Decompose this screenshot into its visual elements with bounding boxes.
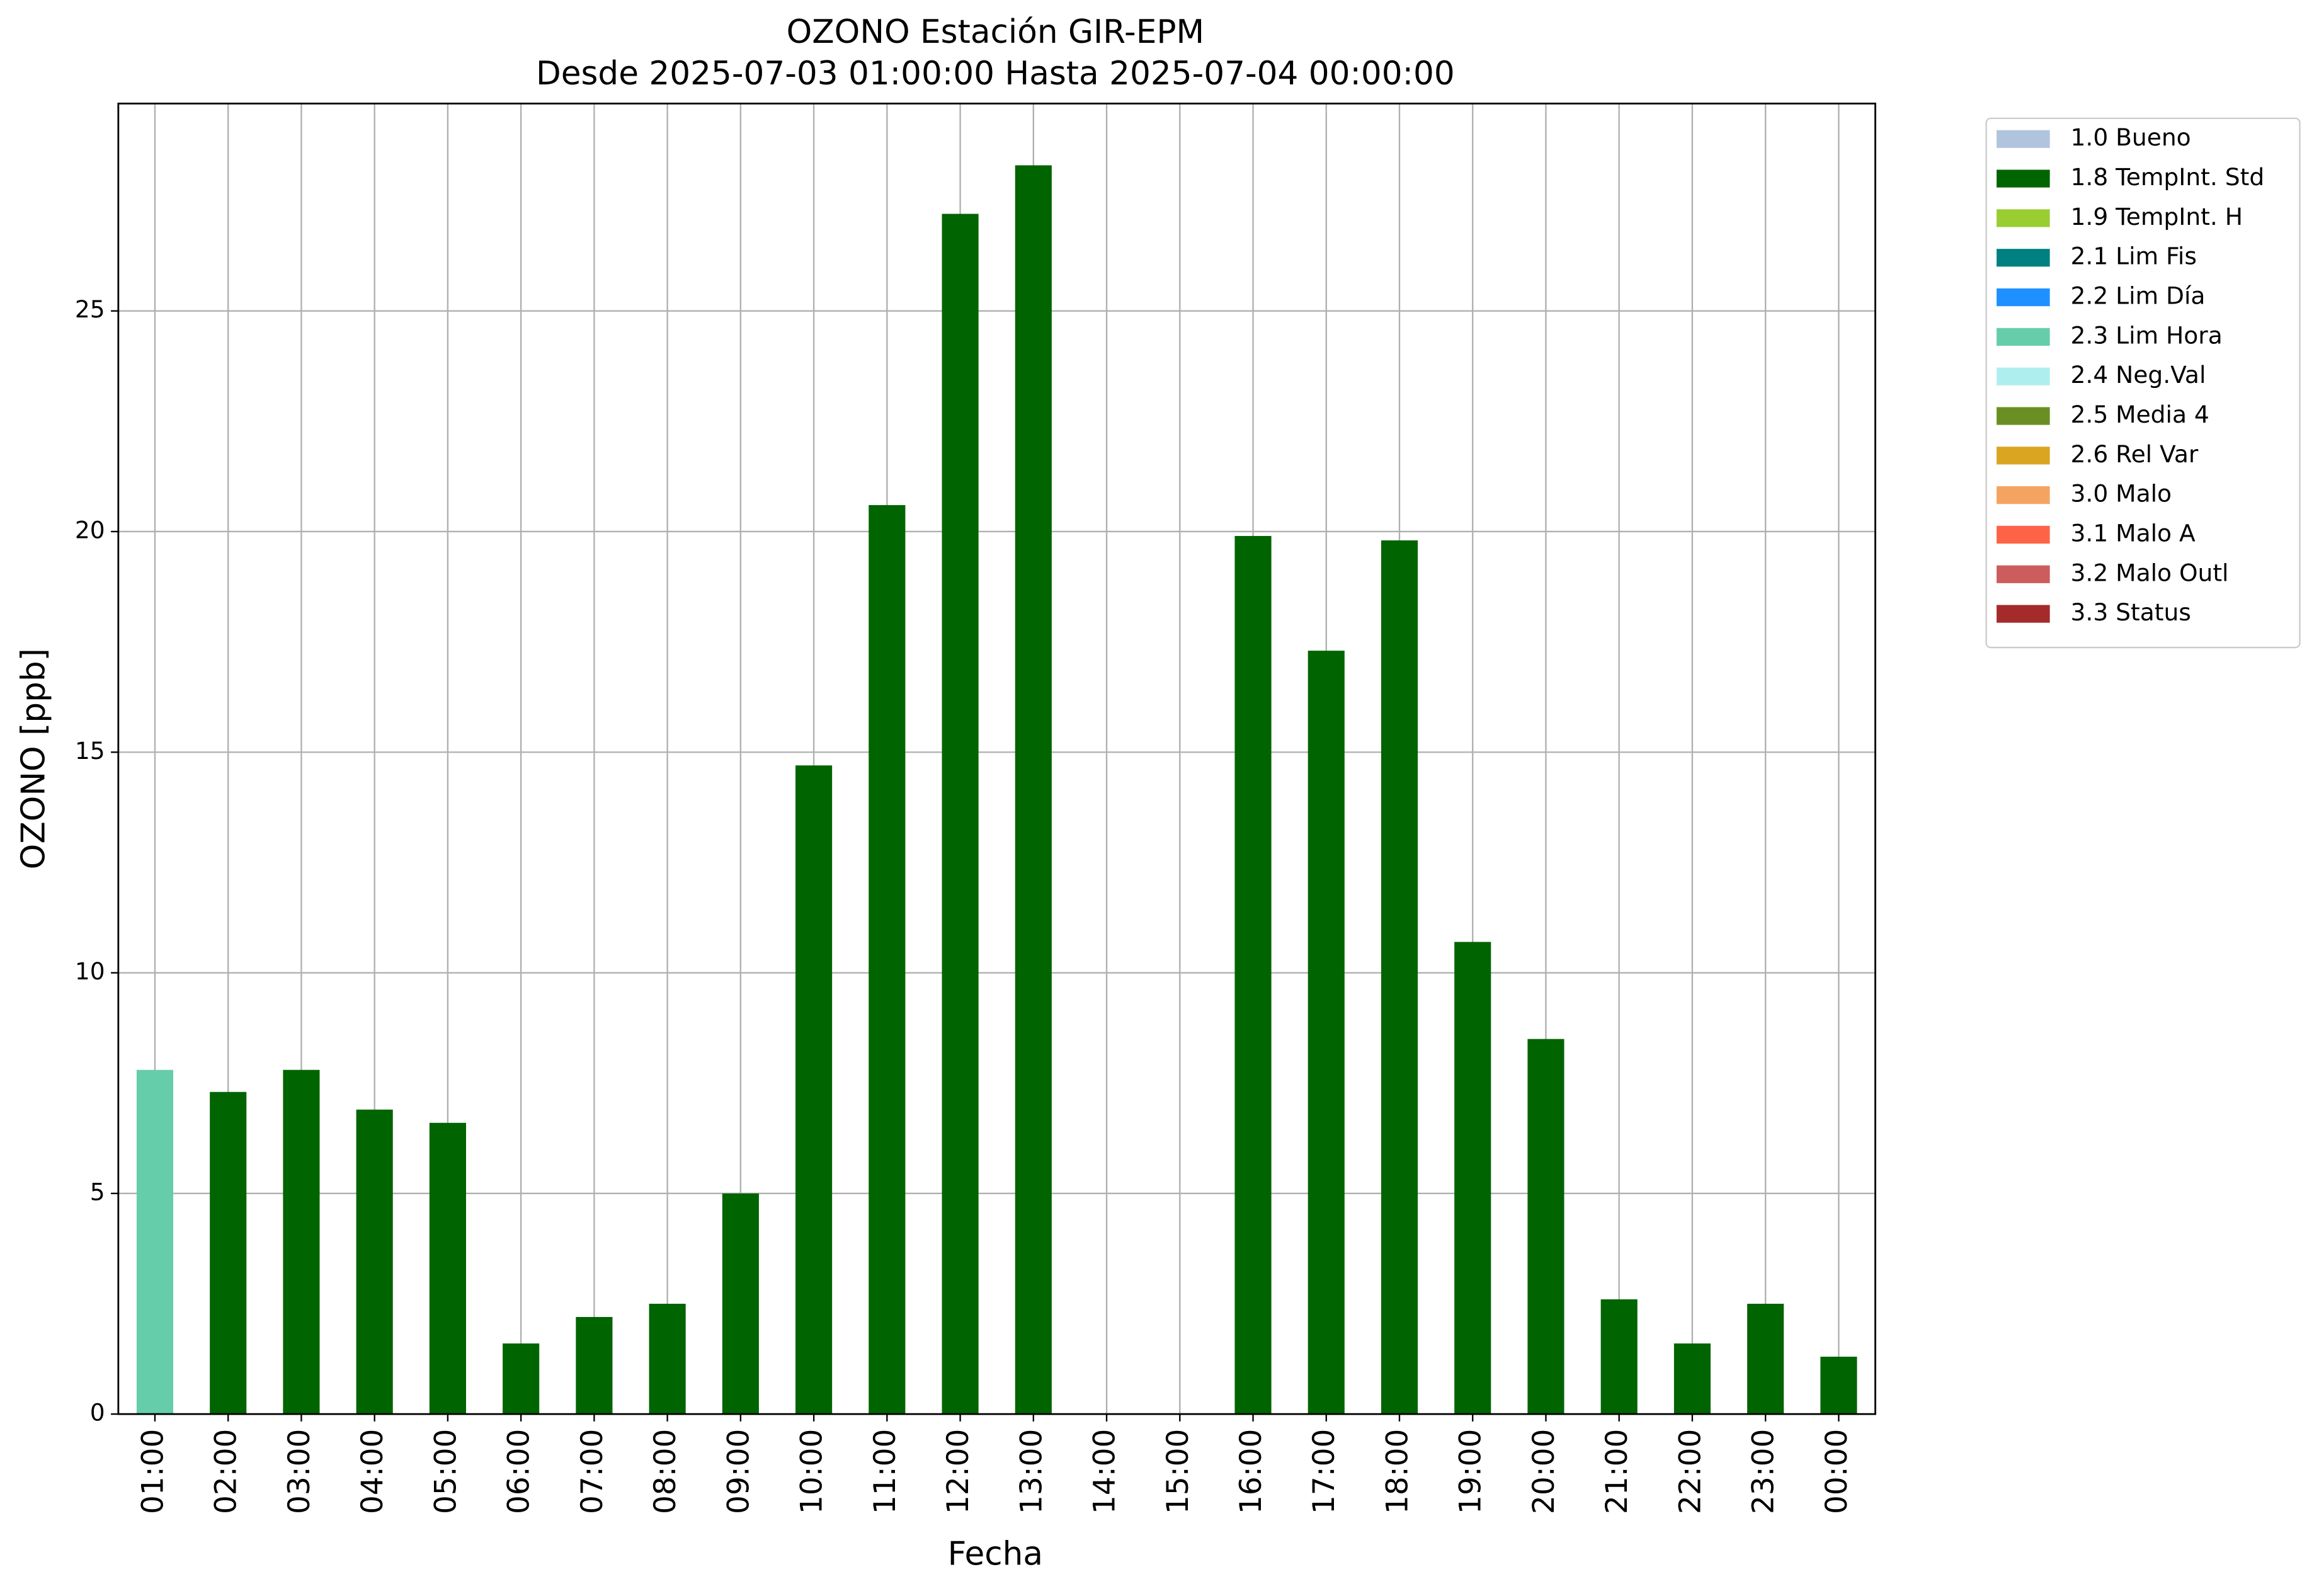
bar — [210, 1092, 247, 1415]
x-tick-label: 22:00 — [1673, 1429, 1707, 1514]
bar — [283, 1069, 320, 1415]
legend-swatch — [1997, 249, 2050, 267]
x-tick-label: 02:00 — [209, 1429, 244, 1514]
bar — [1820, 1357, 1857, 1415]
legend-swatch — [1997, 169, 2050, 188]
x-tick-label: 20:00 — [1527, 1429, 1561, 1514]
bar — [1454, 942, 1491, 1415]
x-axis-label: Fecha — [948, 1536, 1043, 1573]
x-tick-label: 01:00 — [135, 1429, 170, 1514]
y-tick-label: 20 — [75, 516, 105, 544]
bar — [503, 1343, 540, 1415]
bar — [1527, 1039, 1564, 1415]
legend-swatch — [1997, 288, 2050, 307]
bar — [649, 1303, 686, 1415]
x-tick-label: 05:00 — [428, 1429, 463, 1514]
legend-label: 3.0 Malo — [2071, 480, 2172, 508]
x-tick-label: 23:00 — [1746, 1429, 1781, 1514]
y-tick-label: 5 — [90, 1178, 105, 1206]
x-tick-label: 08:00 — [648, 1429, 683, 1514]
chart-subtitle: Desde 2025-07-03 01:00:00 Hasta 2025-07-… — [536, 55, 1455, 93]
x-tick-label: 10:00 — [795, 1429, 829, 1514]
bar — [1308, 651, 1345, 1415]
legend-swatch — [1997, 486, 2050, 504]
x-tick-label: 00:00 — [1820, 1429, 1854, 1514]
bar — [1234, 535, 1272, 1415]
bar — [136, 1069, 174, 1415]
x-tick-label: 04:00 — [355, 1429, 390, 1514]
legend-swatch — [1997, 130, 2050, 148]
plot-frame — [117, 102, 1876, 1415]
bar — [1673, 1343, 1711, 1415]
x-tick-label: 03:00 — [282, 1429, 317, 1514]
legend-label: 3.1 Malo A — [2071, 519, 2196, 547]
y-tick-label: 25 — [75, 295, 105, 323]
x-tick-label: 15:00 — [1161, 1429, 1195, 1514]
x-tick-label: 07:00 — [575, 1429, 610, 1514]
x-tick-label: 14:00 — [1088, 1429, 1122, 1514]
bar — [576, 1317, 613, 1415]
bar — [429, 1122, 466, 1415]
bar — [1747, 1303, 1784, 1415]
legend-label: 1.0 Bueno — [2071, 123, 2191, 151]
legend-swatch — [1997, 447, 2050, 465]
bar — [795, 765, 833, 1415]
bar — [869, 504, 906, 1415]
legend-label: 2.4 Neg.Val — [2071, 361, 2206, 389]
x-tick-label: 09:00 — [721, 1429, 756, 1514]
legend-swatch — [1997, 209, 2050, 227]
x-tick-label: 17:00 — [1307, 1429, 1342, 1514]
y-tick-label: 0 — [90, 1399, 105, 1427]
x-tick-label: 16:00 — [1234, 1429, 1268, 1514]
legend-label: 3.2 Malo Outl — [2071, 559, 2229, 586]
x-tick-label: 18:00 — [1380, 1429, 1415, 1514]
bar — [1381, 540, 1418, 1415]
legend-swatch — [1997, 565, 2050, 583]
legend-swatch — [1997, 407, 2050, 425]
bar — [722, 1193, 759, 1415]
y-axis-label: OZONO [ppb] — [14, 648, 52, 869]
legend-label: 2.3 Lim Hora — [2071, 321, 2223, 349]
x-tick-label: 06:00 — [502, 1429, 537, 1514]
bar — [942, 214, 979, 1415]
legend-swatch — [1997, 605, 2050, 623]
legend-label: 2.6 Rel Var — [2071, 440, 2199, 468]
legend-swatch — [1997, 525, 2050, 544]
x-tick-label: 21:00 — [1600, 1429, 1634, 1514]
legend-swatch — [1997, 328, 2050, 346]
legend-label: 1.8 TempInt. Std — [2071, 163, 2265, 191]
legend-label: 1.9 TempInt. H — [2071, 203, 2243, 231]
bar — [1015, 165, 1052, 1415]
y-tick-label: 10 — [75, 957, 105, 985]
x-tick-label: 19:00 — [1454, 1429, 1488, 1514]
bar — [1600, 1299, 1638, 1415]
chart-title: OZONO Estación GIR-EPM — [787, 13, 1204, 51]
y-tick-label: 15 — [75, 737, 105, 765]
x-tick-label: 11:00 — [868, 1429, 903, 1514]
legend-label: 2.1 Lim Fis — [2071, 242, 2197, 270]
legend-swatch — [1997, 367, 2050, 385]
x-tick-label: 12:00 — [941, 1429, 976, 1514]
legend-label: 2.2 Lim Día — [2071, 282, 2206, 310]
x-tick-label: 13:00 — [1014, 1429, 1049, 1514]
legend-label: 3.3 Status — [2071, 598, 2191, 626]
bar — [356, 1109, 393, 1415]
legend-box — [1985, 117, 2301, 649]
legend-label: 2.5 Media 4 — [2071, 401, 2209, 428]
